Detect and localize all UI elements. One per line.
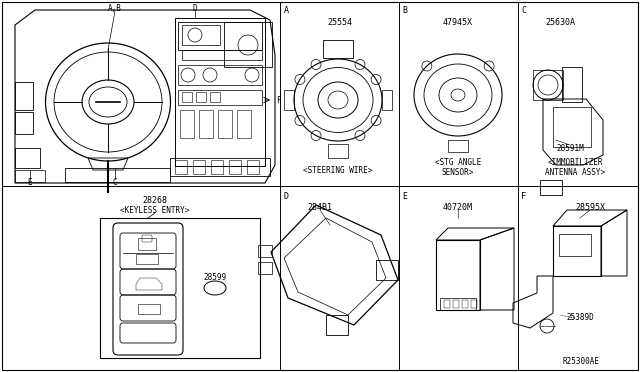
Text: 47945X: 47945X (443, 17, 473, 26)
Bar (178, 65, 262, 85)
Text: A,B: A,B (108, 3, 122, 13)
Text: E: E (402, 192, 407, 201)
Bar (100, 218, 260, 358)
Bar (182, 25, 220, 45)
Text: <STG ANGLE: <STG ANGLE (435, 157, 481, 167)
Bar (462, 300, 468, 308)
Bar (15, 170, 45, 182)
Text: F: F (521, 192, 526, 201)
Bar (211, 160, 223, 174)
Text: R25300AE: R25300AE (563, 357, 600, 366)
Text: SENSOR>: SENSOR> (442, 167, 474, 176)
Bar (196, 92, 206, 102)
Text: ANTENNA ASSY>: ANTENNA ASSY> (545, 167, 605, 176)
Bar (178, 90, 262, 105)
Bar (448, 140, 468, 152)
Bar (444, 300, 450, 308)
Text: 28591M: 28591M (556, 144, 584, 153)
Text: D: D (284, 192, 289, 201)
Text: 28595X: 28595X (575, 202, 605, 212)
Bar (328, 144, 348, 158)
Text: 284B1: 284B1 (307, 202, 333, 212)
Text: 25554: 25554 (328, 17, 353, 26)
Bar (136, 254, 158, 264)
Text: 28268: 28268 (143, 196, 168, 205)
Bar (193, 160, 205, 174)
Bar (284, 90, 294, 110)
Bar (237, 110, 251, 138)
Bar (218, 110, 232, 138)
Bar (559, 234, 591, 256)
Bar (170, 158, 270, 176)
Bar (562, 67, 582, 102)
Bar (436, 240, 480, 310)
Bar (138, 238, 156, 250)
Bar (210, 92, 220, 102)
Bar (540, 180, 562, 195)
Text: 25630A: 25630A (545, 17, 575, 26)
Bar (175, 18, 265, 166)
Text: B: B (402, 6, 407, 15)
Text: 28599: 28599 (204, 273, 227, 282)
Text: C: C (113, 177, 117, 186)
Bar (553, 226, 601, 276)
Bar (65, 168, 170, 182)
Bar (247, 160, 259, 174)
Bar (199, 110, 213, 138)
Bar (453, 300, 459, 308)
Text: <IMMOBILIZER: <IMMOBILIZER (547, 157, 603, 167)
Text: E: E (28, 177, 32, 186)
Bar (15, 82, 33, 110)
Text: 25389D: 25389D (566, 314, 594, 323)
Bar (182, 50, 262, 60)
Bar (471, 300, 477, 308)
Bar (553, 107, 591, 147)
Text: C: C (521, 6, 526, 15)
Bar (382, 90, 392, 110)
Text: <STEERING WIRE>: <STEERING WIRE> (303, 166, 372, 174)
Bar (326, 315, 348, 335)
Bar (180, 110, 194, 138)
Text: F: F (276, 96, 280, 105)
Bar (175, 160, 187, 174)
Bar (229, 160, 241, 174)
Bar (376, 260, 398, 280)
Text: <KEYLESS ENTRY>: <KEYLESS ENTRY> (120, 205, 189, 215)
Text: D: D (193, 3, 197, 13)
Bar (138, 304, 160, 314)
Bar (258, 262, 272, 274)
Bar (258, 245, 272, 257)
Text: A: A (284, 6, 289, 15)
Bar (15, 112, 33, 134)
Bar (15, 148, 40, 168)
Bar (440, 298, 476, 310)
Bar (182, 92, 192, 102)
Bar (178, 22, 262, 50)
Bar (224, 22, 272, 67)
Bar (323, 40, 353, 58)
Text: 40720M: 40720M (443, 202, 473, 212)
